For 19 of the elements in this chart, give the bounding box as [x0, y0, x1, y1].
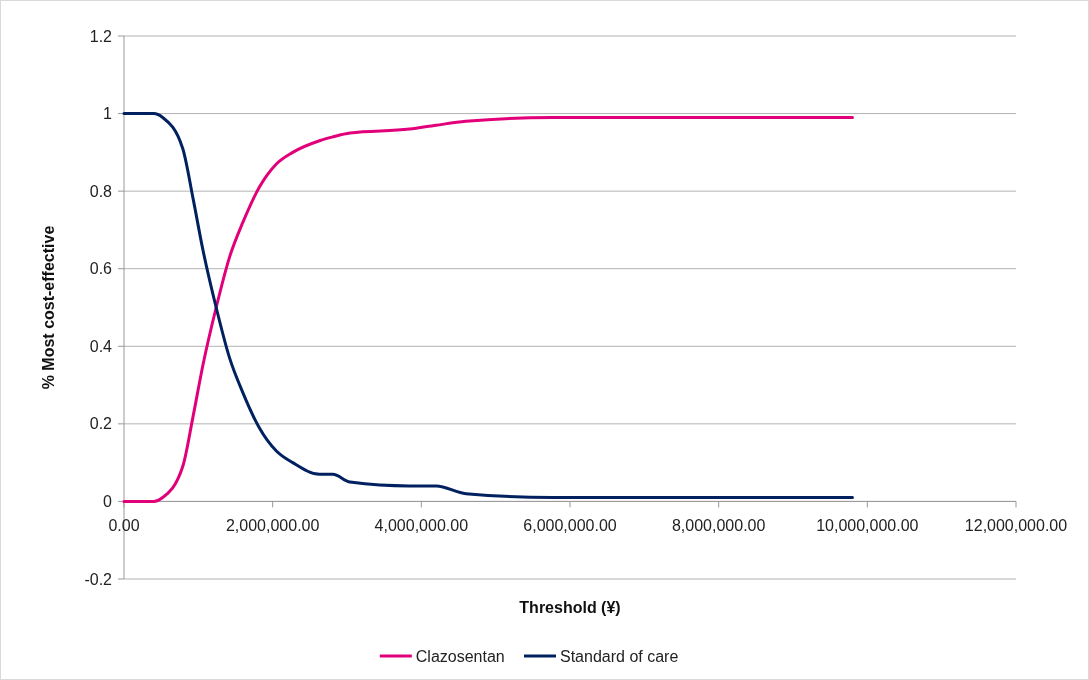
y-tick-label: 0: [103, 493, 113, 511]
legend-label: Standard of care: [560, 647, 679, 665]
y-tick-label: 0.4: [89, 337, 113, 355]
y-tick-label: 1.2: [89, 27, 113, 45]
x-axis-title: Threshold (¥): [519, 599, 621, 616]
x-tick-label: 0.00: [108, 517, 140, 535]
y-tick-label: 0.6: [89, 260, 113, 278]
y-tick-label: 1: [103, 105, 113, 123]
x-tick-label: 4,000,000.00: [374, 517, 469, 535]
x-tick-label: 2,000,000.00: [225, 517, 320, 535]
x-tick-label: 12,000,000.00: [964, 517, 1068, 535]
x-tick-label: 8,000,000.00: [671, 517, 766, 535]
y-tick-label: -0.2: [84, 570, 113, 588]
y-tick-label: 0.8: [89, 182, 113, 200]
x-tick-label: 6,000,000.00: [523, 517, 617, 535]
legend-label: Clazosentan: [415, 647, 505, 665]
y-axis-title: % Most cost-effective: [40, 225, 57, 390]
x-tick-label: 10,000,000.00: [816, 517, 919, 535]
y-tick-label: 0.2: [89, 415, 113, 433]
